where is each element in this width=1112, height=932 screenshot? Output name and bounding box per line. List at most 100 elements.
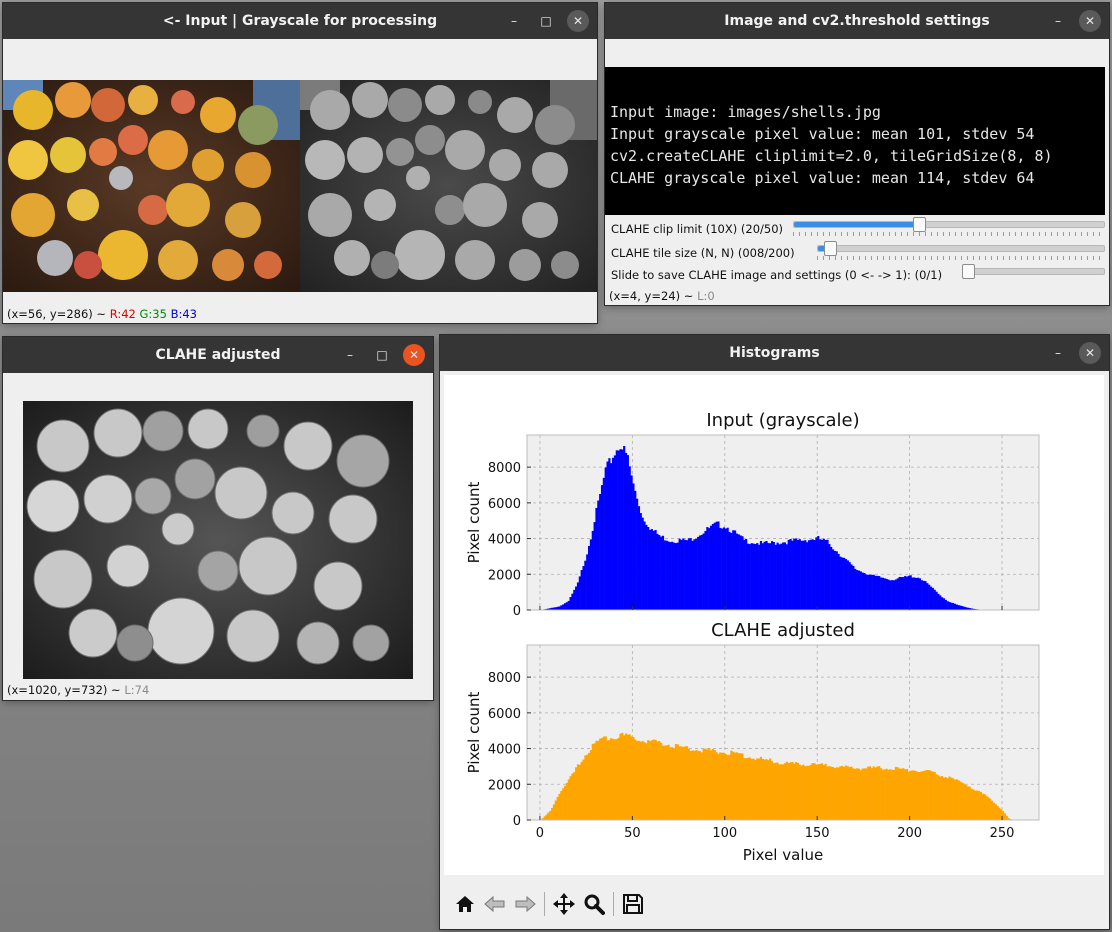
histogram-bar [785, 761, 788, 820]
histogram-bar [891, 580, 894, 610]
histogram-bar [654, 529, 657, 610]
minimize-button[interactable]: – [1055, 14, 1061, 28]
histogram-bar [959, 781, 962, 820]
histogram-bar [759, 540, 763, 610]
histogram-bar [643, 521, 646, 610]
zoom-icon[interactable] [579, 889, 609, 919]
histogram-bar [589, 539, 592, 610]
save-slider[interactable] [962, 264, 1105, 279]
histogram-bar [623, 735, 626, 820]
histogram-bar [660, 536, 663, 610]
histogram-bar [904, 576, 907, 610]
histogram-bar [558, 793, 561, 820]
histogram-bar [868, 574, 872, 610]
clip-limit-slider[interactable] [793, 217, 1105, 232]
histogram-bar [929, 586, 933, 610]
home-icon[interactable] [450, 889, 480, 919]
histogram-bar [859, 571, 862, 610]
histogram-bar [839, 556, 842, 610]
histogram-bar [593, 522, 596, 610]
histogram-bar [865, 768, 868, 820]
histogram-bar [730, 750, 733, 820]
histogram-bar [676, 744, 679, 820]
histogram-bar [732, 751, 735, 820]
histogram-bar [721, 528, 724, 610]
histogram-bar [878, 576, 881, 610]
histogram-bar [915, 577, 918, 610]
clip-limit-slider-handle[interactable] [913, 217, 926, 232]
info-line: Input grayscale pixel value: mean 101, s… [610, 125, 1035, 143]
y-tick-label: 8000 [488, 671, 521, 686]
close-button[interactable]: ✕ [1079, 10, 1101, 32]
input-window-titlebar[interactable]: <- Input | Grayscale for processing [3, 3, 597, 39]
histogram-bar [856, 768, 859, 820]
histogram-bar [610, 738, 613, 820]
histogram-bar [843, 766, 846, 820]
input-color-image[interactable] [3, 80, 300, 292]
histogram-bar [793, 763, 796, 820]
histogram-bar [948, 776, 951, 820]
histogram-bar [887, 769, 890, 820]
close-button[interactable]: ✕ [567, 10, 589, 32]
histogram-bar [913, 577, 916, 610]
histogram-bar [624, 733, 628, 820]
histogram-bar [580, 570, 583, 610]
histogram-bar [560, 605, 563, 610]
histogram-bar [730, 533, 733, 610]
histogram-bar [734, 530, 737, 610]
minimize-button[interactable]: – [347, 348, 353, 362]
histogram-bar [791, 761, 794, 820]
maximize-button[interactable]: □ [376, 348, 388, 362]
histogram-bar [769, 758, 772, 820]
histogram-bar [830, 766, 833, 820]
histogram-bar [632, 483, 635, 610]
close-button[interactable]: ✕ [1079, 342, 1101, 364]
histogram-bar [745, 538, 748, 610]
histogram-bar [783, 542, 787, 610]
clahe-image[interactable] [23, 401, 413, 679]
histogram-bar [880, 768, 883, 820]
histogram-bar [911, 577, 914, 610]
histogram-bar [576, 582, 580, 610]
figure-canvas[interactable]: 0 2000 4000 6000 8000 Input (grayscale) Pixel … [444, 375, 1104, 875]
histogram-bar [697, 750, 700, 820]
save-slider-handle[interactable] [962, 264, 975, 279]
histogram-bar [793, 538, 796, 610]
tile-size-slider[interactable] [817, 241, 1105, 256]
histogram-bar [541, 818, 544, 820]
forward-arrow-icon[interactable] [510, 889, 540, 919]
minimize-button[interactable]: – [511, 14, 517, 28]
histogram-bar [549, 608, 552, 610]
back-arrow-icon[interactable] [480, 889, 510, 919]
maximize-button[interactable]: □ [540, 14, 552, 28]
histogram-bar [902, 768, 905, 820]
histogram-bar [796, 762, 800, 820]
histogram-bar [652, 530, 655, 610]
histogram-bar [769, 543, 772, 610]
close-button[interactable]: ✕ [403, 344, 425, 366]
histogram-bar [822, 764, 825, 820]
histogram-bar [645, 524, 648, 610]
histogram-bar [959, 605, 962, 610]
histogram-bar [937, 775, 940, 820]
histogram-bar [612, 738, 615, 820]
histogram-bar [743, 758, 746, 820]
histogram-bar [689, 750, 692, 820]
save-icon[interactable] [618, 889, 648, 919]
histogram-bar [746, 543, 750, 610]
clahe-window-titlebar[interactable]: CLAHE adjusted [3, 337, 433, 373]
tile-size-slider-handle[interactable] [824, 241, 837, 256]
settings-window-titlebar[interactable]: Image and cv2.threshold settings [605, 3, 1109, 39]
minimize-button[interactable]: – [1055, 346, 1061, 360]
histogram-bar [691, 540, 694, 610]
histogram-bar [763, 541, 766, 610]
histogram-bar [552, 607, 556, 610]
histogram-bar [872, 574, 875, 610]
histogram-bar [695, 750, 698, 820]
input-grayscale-image[interactable] [300, 80, 597, 292]
histogram-bar [673, 748, 676, 820]
histogram-bar [944, 599, 947, 610]
pan-icon[interactable] [549, 889, 579, 919]
histograms-window-titlebar[interactable]: Histograms [440, 335, 1109, 371]
histogram-bar [802, 540, 805, 610]
